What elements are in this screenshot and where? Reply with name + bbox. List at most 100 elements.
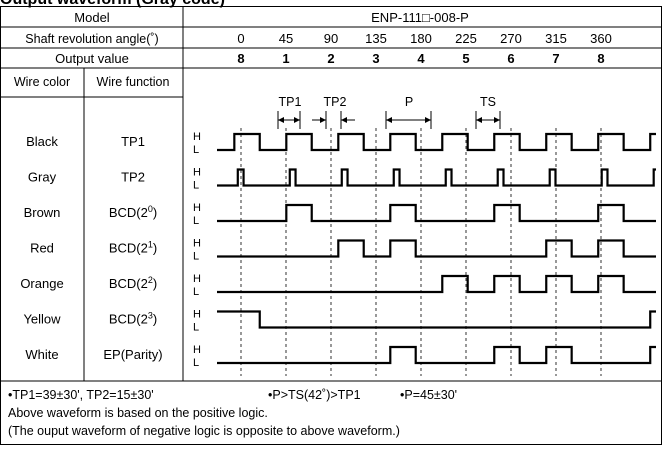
wire-color: Red bbox=[30, 241, 54, 256]
signal-row: Brown BCD(20) HL bbox=[24, 202, 656, 227]
wire-function-text: BCD(2 bbox=[109, 312, 148, 327]
signal-row: Yellow BCD(23) HL bbox=[23, 309, 656, 334]
note-logic: Above waveform is based on the positive … bbox=[8, 406, 268, 420]
wire-color: Black bbox=[26, 134, 58, 149]
angle-value: 180 bbox=[410, 31, 432, 46]
angle-value: 270 bbox=[500, 31, 522, 46]
wire-function: BCD(21) bbox=[109, 240, 157, 256]
signal-row: Red BCD(21) HL bbox=[30, 238, 656, 263]
angle-value: 315 bbox=[545, 31, 567, 46]
angle-row: 0 45 90 135 180 225 270 315 360 bbox=[237, 31, 611, 46]
guide-lines bbox=[240, 128, 602, 376]
waveform bbox=[217, 239, 656, 258]
waveform bbox=[217, 168, 656, 187]
high-level-label: H bbox=[193, 131, 201, 143]
ts-label: TS bbox=[480, 95, 496, 109]
model-label: Model bbox=[74, 10, 110, 25]
high-level-label: H bbox=[193, 344, 201, 356]
wire-color: Orange bbox=[20, 276, 63, 291]
wire-function: TP1 bbox=[121, 134, 145, 149]
tp2-arrowheads bbox=[320, 117, 347, 123]
wire-function-text: BCD(2 bbox=[109, 276, 148, 291]
angle-value: 0 bbox=[237, 31, 244, 46]
waveform bbox=[217, 274, 656, 294]
waveform bbox=[217, 203, 656, 223]
note-tolerance: •TP1=39±30', TP2=15±30' bbox=[8, 388, 154, 402]
angle-value: 360 bbox=[590, 31, 612, 46]
wire-function-superscript: 0 bbox=[148, 204, 153, 214]
output-value: 8 bbox=[237, 51, 244, 66]
timing-table: Model ENP-111□-008-P Shaft revolution an… bbox=[0, 6, 662, 445]
low-level-label: L bbox=[193, 357, 199, 369]
output-value: 6 bbox=[507, 51, 514, 66]
wire-function-suffix: ) bbox=[153, 241, 157, 256]
wire-function-text: BCD(2 bbox=[109, 241, 148, 256]
output-row: 8 1 2 3 4 5 6 7 8 bbox=[237, 51, 604, 66]
wire-function-superscript: 2 bbox=[148, 275, 153, 285]
output-value: 1 bbox=[282, 51, 289, 66]
timing-table-svg: Model ENP-111□-008-P Shaft revolution an… bbox=[0, 6, 662, 445]
angle-value: 45 bbox=[279, 31, 293, 46]
waveform bbox=[217, 310, 656, 329]
wire-function-suffix: ) bbox=[153, 276, 157, 291]
model-value: ENP-111□-008-P bbox=[371, 10, 469, 25]
low-level-label: L bbox=[193, 180, 199, 192]
high-level-label: H bbox=[193, 273, 201, 285]
wire-function-text: BCD(2 bbox=[109, 205, 148, 220]
signal-row: Gray TP2 HL bbox=[28, 167, 656, 192]
wire-color-label: Wire color bbox=[14, 75, 70, 89]
wire-function: EP(Parity) bbox=[103, 347, 162, 362]
wire-function-suffix: ) bbox=[153, 312, 157, 327]
output-value: 7 bbox=[552, 51, 559, 66]
wire-function-text: TP1 bbox=[121, 134, 145, 149]
low-level-label: L bbox=[193, 144, 199, 156]
output-value: 8 bbox=[597, 51, 604, 66]
wire-function: BCD(20) bbox=[109, 204, 157, 220]
note-negative: (The ouput waveform of negative logic is… bbox=[8, 424, 400, 438]
output-label: Output value bbox=[55, 51, 129, 66]
low-level-label: L bbox=[193, 215, 199, 227]
tp2-label: TP2 bbox=[324, 95, 347, 109]
waveform bbox=[217, 345, 656, 365]
signal-row: Orange BCD(22) HL bbox=[20, 273, 656, 298]
wire-function: TP2 bbox=[121, 170, 145, 185]
wire-function-superscript: 1 bbox=[148, 240, 153, 250]
note-ts: •P>TS(42˚)>TP1 bbox=[268, 388, 361, 402]
angle-value: 135 bbox=[365, 31, 387, 46]
low-level-label: L bbox=[193, 286, 199, 298]
wire-function-text: EP(Parity) bbox=[103, 347, 162, 362]
low-level-label: L bbox=[193, 251, 199, 263]
timing-annotations: TP1 TP2 P TS bbox=[277, 95, 501, 129]
angle-label: Shaft revolution angle(˚) bbox=[25, 32, 158, 46]
wire-function-text: TP2 bbox=[121, 170, 145, 185]
p-label: P bbox=[405, 95, 413, 109]
high-level-label: H bbox=[193, 167, 201, 179]
signal-row: White EP(Parity) HL bbox=[25, 344, 656, 369]
page-title: Output waveform (Gray code) bbox=[0, 0, 225, 9]
wire-function: BCD(23) bbox=[109, 311, 157, 327]
note-p: •P=45±30' bbox=[400, 388, 457, 402]
wire-color: Brown bbox=[24, 205, 61, 220]
output-value: 5 bbox=[462, 51, 469, 66]
ts-arrowheads bbox=[476, 117, 500, 123]
wire-color: Gray bbox=[28, 170, 57, 185]
wire-function-label: Wire function bbox=[97, 75, 170, 89]
low-level-label: L bbox=[193, 322, 199, 334]
waveform bbox=[217, 132, 656, 152]
output-value: 2 bbox=[327, 51, 334, 66]
tp1-label: TP1 bbox=[279, 95, 302, 109]
wire-color: White bbox=[25, 347, 58, 362]
tp1-arrowheads bbox=[278, 117, 300, 123]
angle-value: 90 bbox=[324, 31, 338, 46]
high-level-label: H bbox=[193, 202, 201, 214]
angle-value: 225 bbox=[455, 31, 477, 46]
high-level-label: H bbox=[193, 238, 201, 250]
high-level-label: H bbox=[193, 309, 201, 321]
wire-function-suffix: ) bbox=[153, 205, 157, 220]
output-value: 3 bbox=[372, 51, 379, 66]
signal-row: Black TP1 HL bbox=[26, 131, 656, 156]
notes: •TP1=39±30', TP2=15±30' •P>TS(42˚)>TP1 •… bbox=[8, 388, 457, 438]
wire-function-superscript: 3 bbox=[148, 311, 153, 321]
wire-color: Yellow bbox=[23, 312, 61, 327]
